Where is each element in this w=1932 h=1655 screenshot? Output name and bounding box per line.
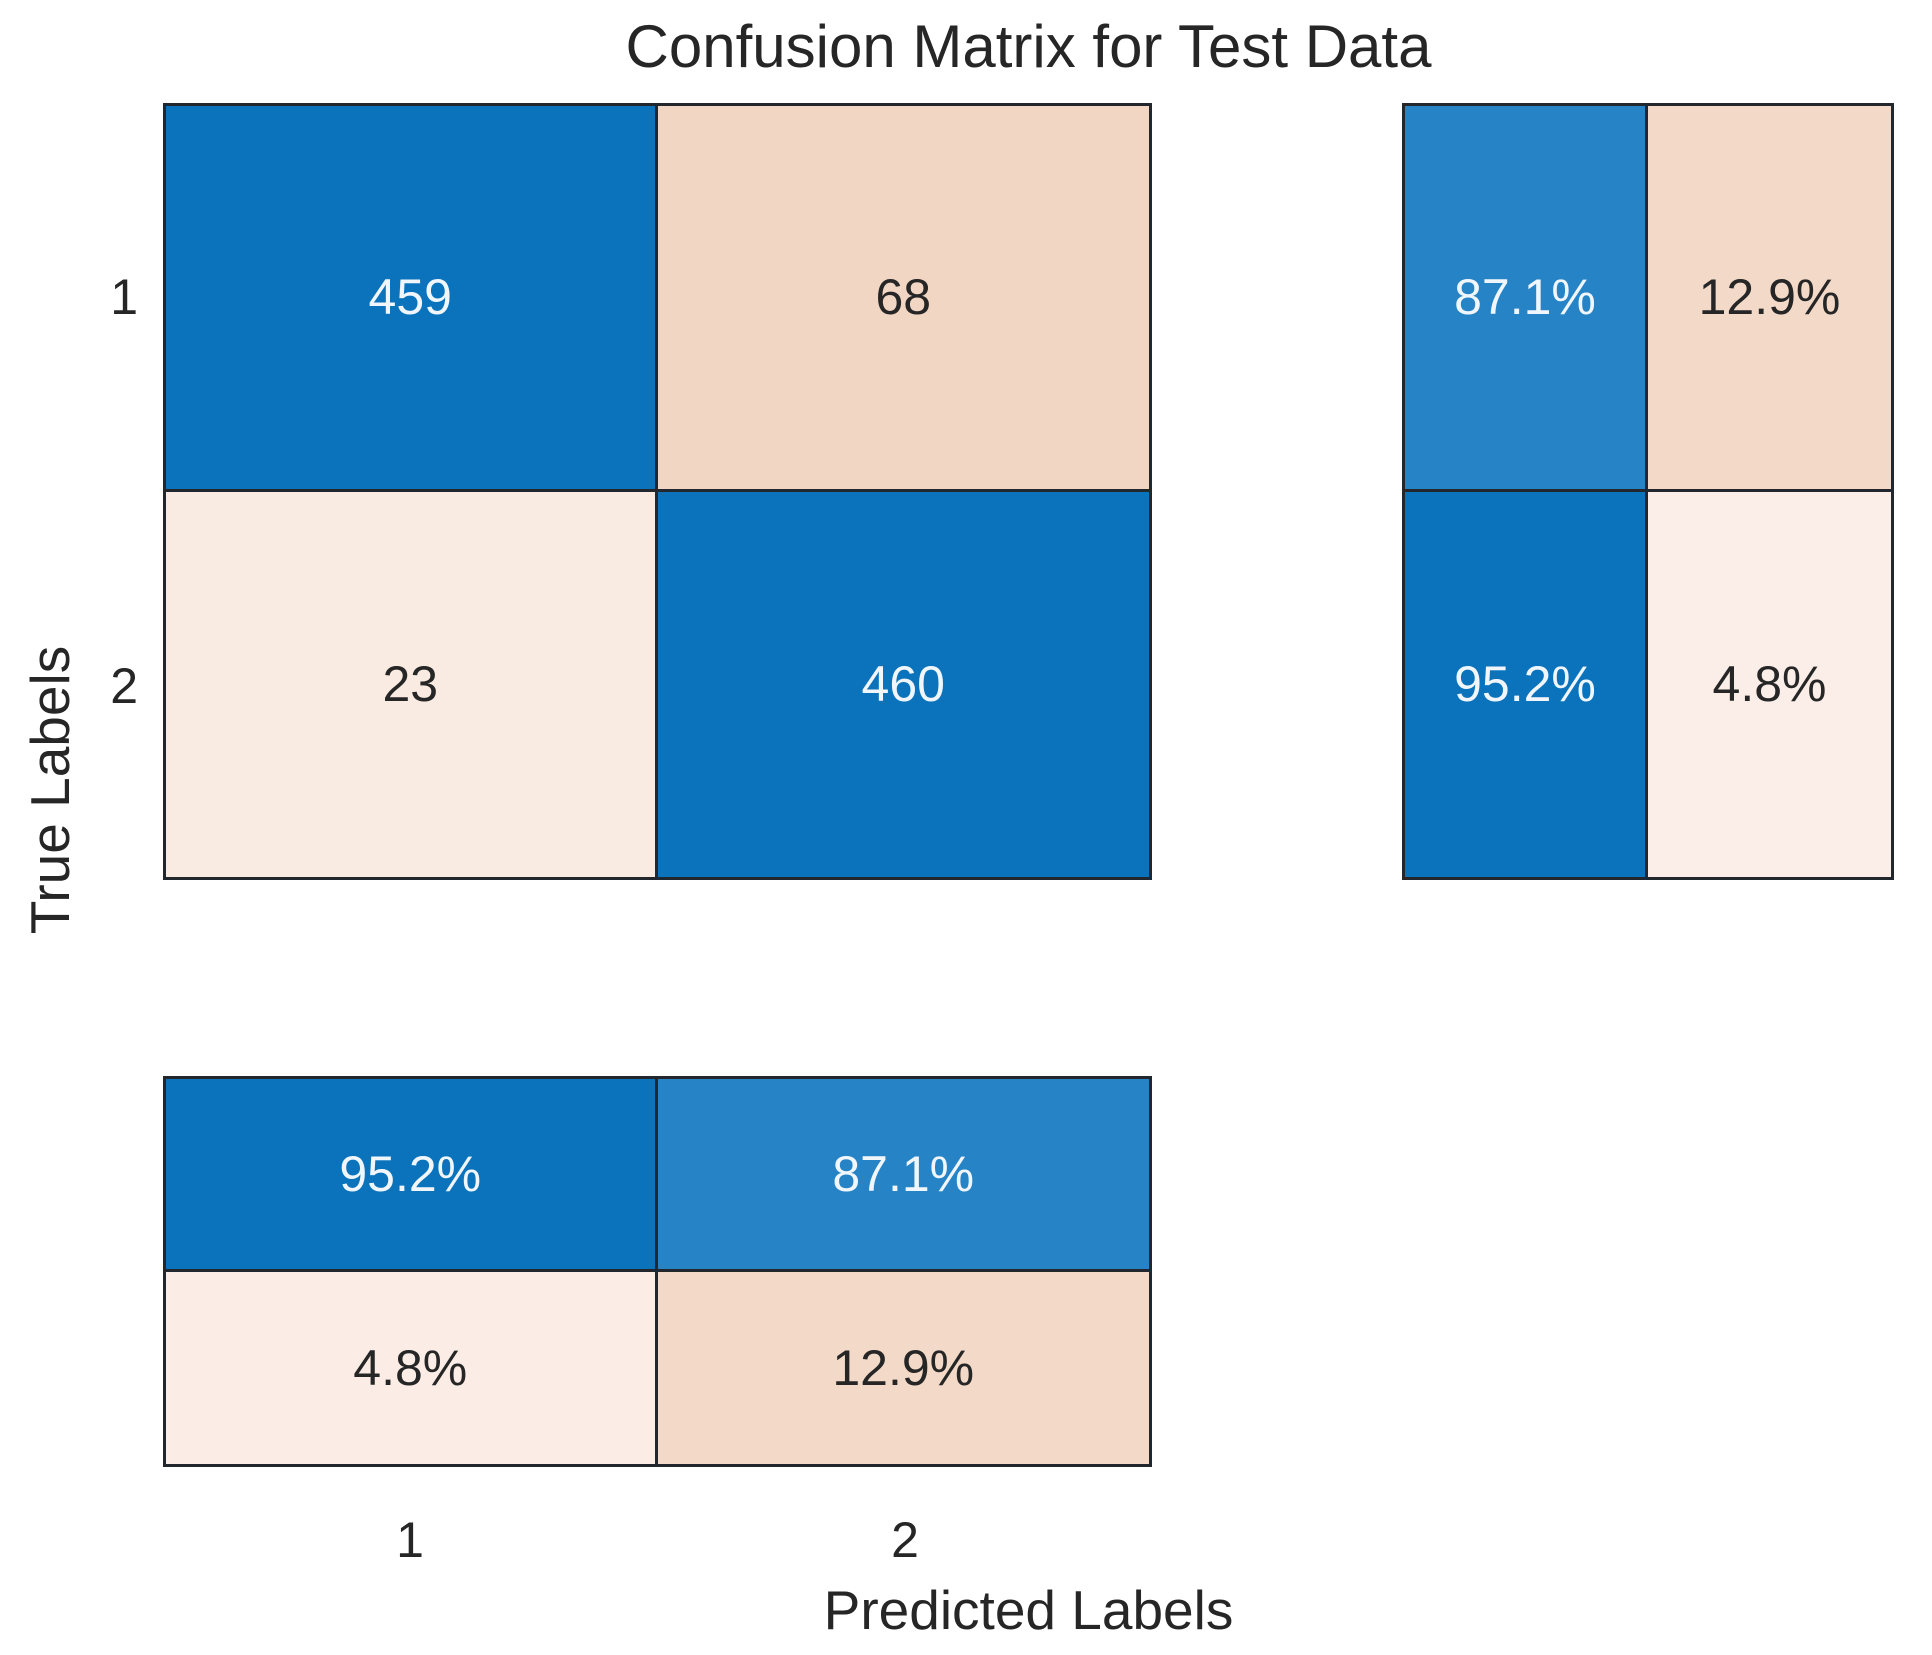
col-summary-pred2-incorrect: 12.9% <box>657 1271 1149 1464</box>
row-summary-true2-correct: 95.2% <box>1405 491 1648 877</box>
row-summary-true1-correct: 87.1% <box>1405 106 1648 492</box>
y-tick-1: 1 <box>110 269 138 325</box>
column-summary-grid: 95.2% 87.1% 4.8% 12.9% <box>163 1076 1152 1467</box>
col-summary-pred2-correct: 87.1% <box>657 1079 1149 1272</box>
y-axis-label: True Labels <box>19 645 81 935</box>
x-tick-2: 2 <box>891 1512 919 1568</box>
col-summary-pred1-correct: 95.2% <box>166 1079 658 1272</box>
matrix-cell-true1-pred1: 459 <box>166 106 658 492</box>
row-summary-true2-incorrect: 4.8% <box>1648 491 1891 877</box>
matrix-cell-true2-pred1: 23 <box>166 491 658 877</box>
y-tick-2: 2 <box>110 658 138 714</box>
row-summary-grid: 87.1% 12.9% 95.2% 4.8% <box>1402 103 1894 880</box>
x-tick-1: 1 <box>396 1512 424 1568</box>
row-summary-true1-incorrect: 12.9% <box>1648 106 1891 492</box>
chart-title: Confusion Matrix for Test Data <box>625 13 1432 80</box>
matrix-cell-true2-pred2: 460 <box>657 491 1149 877</box>
col-summary-pred1-incorrect: 4.8% <box>166 1271 658 1464</box>
confusion-matrix-grid: 459 68 23 460 <box>163 103 1152 880</box>
matrix-cell-true1-pred2: 68 <box>657 106 1149 492</box>
x-axis-label: Predicted Labels <box>823 1579 1234 1641</box>
